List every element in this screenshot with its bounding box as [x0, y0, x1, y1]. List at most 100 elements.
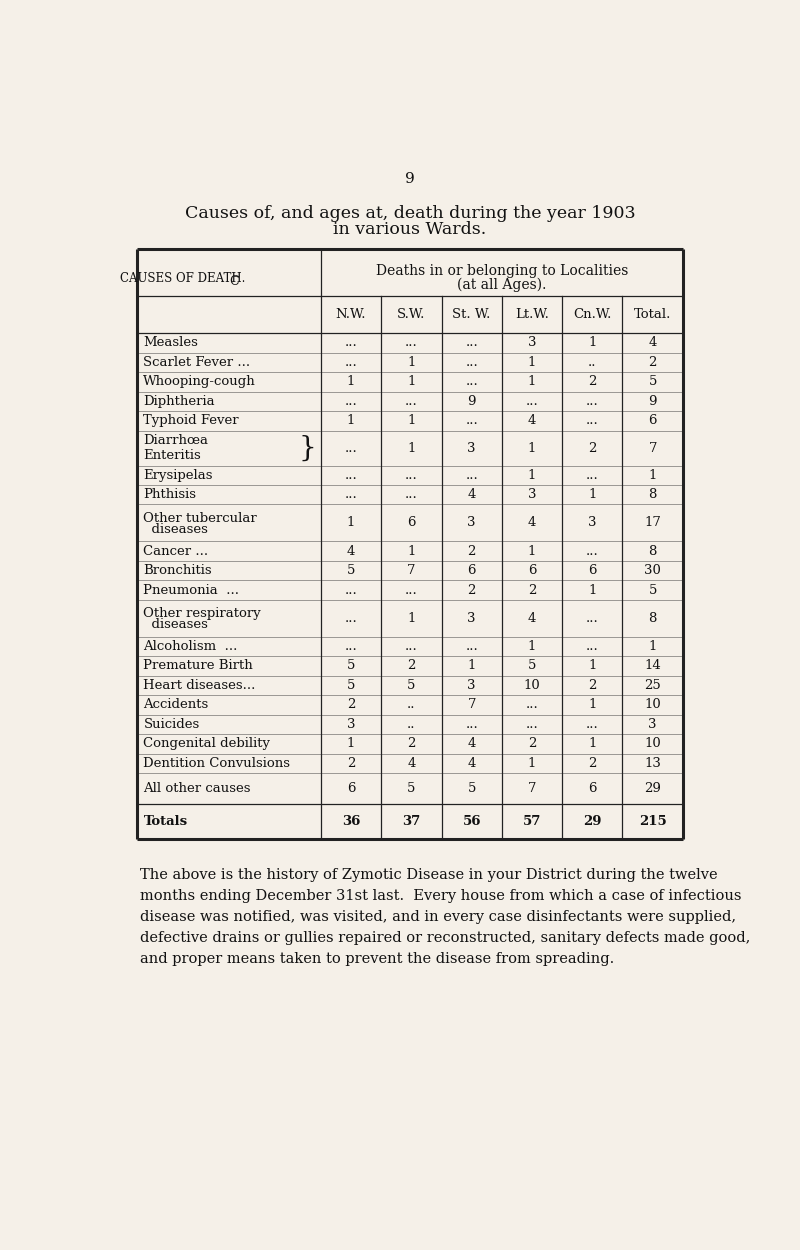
Text: 2: 2 — [588, 375, 597, 389]
Text: 56: 56 — [462, 815, 481, 829]
Text: 4: 4 — [467, 489, 476, 501]
Text: 30: 30 — [644, 564, 661, 578]
Text: 7: 7 — [648, 441, 657, 455]
Text: The above is the history of Zymotic Disease in your District during the twelve: The above is the history of Zymotic Dise… — [140, 869, 718, 882]
Text: Cn.W.: Cn.W. — [573, 309, 611, 321]
Text: 4: 4 — [467, 756, 476, 770]
Text: ...: ... — [345, 395, 358, 408]
Text: ...: ... — [405, 469, 418, 481]
Text: 1: 1 — [407, 441, 415, 455]
Text: ...: ... — [466, 375, 478, 389]
Text: ..: .. — [588, 356, 597, 369]
Text: 10: 10 — [644, 738, 661, 750]
Text: ...: ... — [466, 336, 478, 350]
Text: 5: 5 — [528, 660, 536, 672]
Text: 37: 37 — [402, 815, 421, 829]
Text: Causes of, and ages at, death during the year 1903: Causes of, and ages at, death during the… — [185, 205, 635, 221]
Text: 3: 3 — [467, 516, 476, 530]
Text: 3: 3 — [528, 489, 536, 501]
Text: 10: 10 — [644, 699, 661, 711]
Text: N.W.: N.W. — [336, 309, 366, 321]
Text: 3: 3 — [467, 611, 476, 625]
Text: 2: 2 — [347, 756, 355, 770]
Text: 4: 4 — [528, 414, 536, 428]
Text: 9: 9 — [405, 173, 415, 186]
Text: Other respiratory: Other respiratory — [143, 608, 261, 620]
Text: ...: ... — [466, 469, 478, 481]
Text: ...: ... — [586, 469, 598, 481]
Text: ...: ... — [345, 584, 358, 596]
Text: 6: 6 — [588, 782, 597, 795]
Text: 4: 4 — [407, 756, 415, 770]
Text: ...: ... — [345, 611, 358, 625]
Text: in various Wards.: in various Wards. — [334, 221, 486, 238]
Text: 3: 3 — [648, 718, 657, 731]
Text: 8: 8 — [649, 611, 657, 625]
Text: 6: 6 — [407, 516, 416, 530]
Text: 3: 3 — [467, 679, 476, 692]
Text: 2: 2 — [588, 441, 597, 455]
Text: 2: 2 — [528, 738, 536, 750]
Text: ...: ... — [586, 545, 598, 558]
Text: ...: ... — [466, 718, 478, 731]
Text: 3: 3 — [528, 336, 536, 350]
Text: ..: .. — [407, 699, 416, 711]
Text: 5: 5 — [649, 584, 657, 596]
Text: Congenital debility: Congenital debility — [143, 738, 270, 750]
Text: ...: ... — [405, 489, 418, 501]
Text: Erysipelas: Erysipelas — [143, 469, 213, 481]
Text: ...: ... — [345, 356, 358, 369]
Text: ...: ... — [526, 395, 538, 408]
Text: Heart diseases...: Heart diseases... — [143, 679, 256, 692]
Text: Accidents: Accidents — [143, 699, 209, 711]
Text: 4: 4 — [649, 336, 657, 350]
Text: 1: 1 — [528, 469, 536, 481]
Text: 1: 1 — [588, 336, 597, 350]
Text: ...: ... — [345, 640, 358, 652]
Text: 2: 2 — [588, 679, 597, 692]
Text: 1: 1 — [528, 640, 536, 652]
Text: 5: 5 — [467, 782, 476, 795]
Text: 2: 2 — [407, 738, 415, 750]
Text: 5: 5 — [407, 679, 415, 692]
Text: Diarrhœa: Diarrhœa — [143, 434, 208, 446]
Text: Total.: Total. — [634, 309, 671, 321]
Text: 3: 3 — [588, 516, 597, 530]
Text: Alcoholism  ...: Alcoholism ... — [143, 640, 238, 652]
Text: 1: 1 — [347, 516, 355, 530]
Text: CAUSES OF DEATH.: CAUSES OF DEATH. — [120, 272, 246, 285]
Text: Pneumonia  ...: Pneumonia ... — [143, 584, 239, 596]
Text: ...: ... — [586, 611, 598, 625]
Text: Premature Birth: Premature Birth — [143, 660, 253, 672]
Text: 7: 7 — [407, 564, 416, 578]
Text: Diphtheria: Diphtheria — [143, 395, 215, 408]
Text: (at all Ages).: (at all Ages). — [457, 278, 546, 292]
Text: Deaths in or belonging to Localities: Deaths in or belonging to Localities — [376, 264, 628, 278]
Text: 25: 25 — [644, 679, 661, 692]
Text: Typhoid Fever: Typhoid Fever — [143, 414, 239, 428]
Text: 8: 8 — [649, 545, 657, 558]
Text: 2: 2 — [649, 356, 657, 369]
Text: 6: 6 — [346, 782, 355, 795]
Text: 1: 1 — [588, 584, 597, 596]
Text: 1: 1 — [649, 469, 657, 481]
Text: 1: 1 — [528, 356, 536, 369]
Text: ...: ... — [466, 356, 478, 369]
Text: ...: ... — [586, 414, 598, 428]
Text: Suicides: Suicides — [143, 718, 200, 731]
Text: 2: 2 — [528, 584, 536, 596]
Text: }: } — [298, 435, 316, 461]
Text: 14: 14 — [644, 660, 661, 672]
Text: 2: 2 — [467, 545, 476, 558]
Text: Cancer ...: Cancer ... — [143, 545, 209, 558]
Text: 215: 215 — [638, 815, 666, 829]
Text: ...: ... — [345, 489, 358, 501]
Text: ...: ... — [405, 640, 418, 652]
Text: 1: 1 — [588, 660, 597, 672]
Text: 2: 2 — [407, 660, 415, 672]
Text: 2: 2 — [467, 584, 476, 596]
Text: 1: 1 — [347, 375, 355, 389]
Text: Scarlet Fever ...: Scarlet Fever ... — [143, 356, 250, 369]
Text: 1: 1 — [407, 375, 415, 389]
Text: Bronchitis: Bronchitis — [143, 564, 212, 578]
